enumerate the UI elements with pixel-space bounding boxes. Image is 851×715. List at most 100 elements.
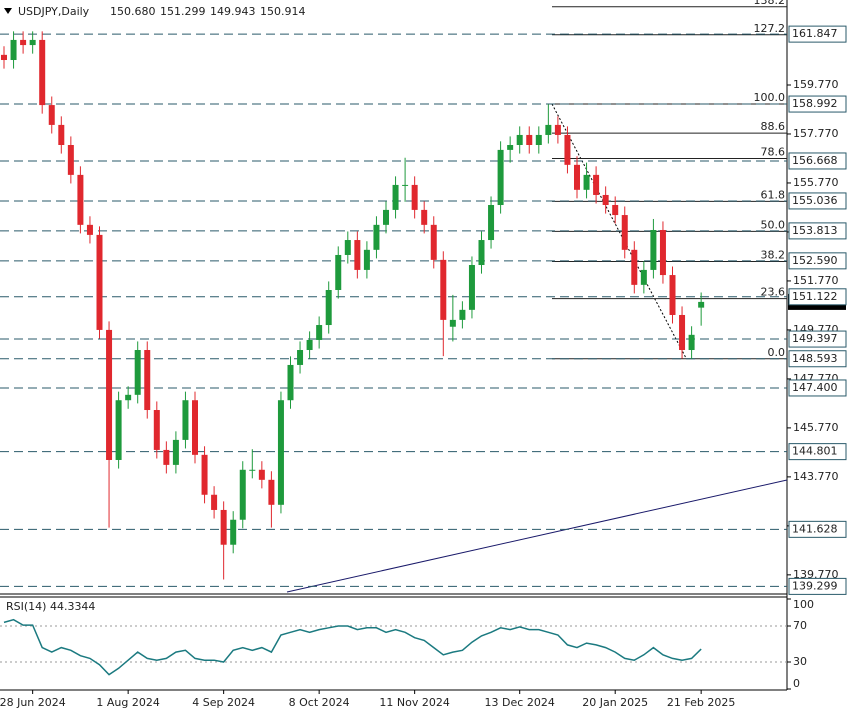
fib-label: 38.2 [761,248,786,261]
candle-body [268,479,275,505]
fib-label: 78.6 [761,146,786,159]
candle-body [325,289,332,326]
level-label-box [788,95,847,113]
low-quote: 149.943 [210,5,256,18]
candle-body [316,325,323,340]
level-label: 148.593 [792,352,838,365]
level-label-box [788,152,847,170]
fib-label: 61.8 [761,188,786,201]
candle-body [612,205,619,216]
menu-arrow [4,8,12,14]
candle-body [134,350,141,395]
level-label: 147.400 [792,381,838,394]
candle-body [574,164,580,190]
candle-body [249,469,256,471]
candle-body [29,39,36,46]
candle-body [430,224,437,260]
candle-body [583,174,590,190]
y-tick-label: 157.770 [793,127,839,140]
y-tick-label: 155.770 [793,176,839,189]
level-label: 144.801 [792,445,838,458]
candle-body [554,124,561,135]
candle-body [650,229,657,270]
y-tick-label: 0 [793,677,800,690]
x-tick-label: 11 Nov 2024 [379,696,449,709]
candle-body [449,319,456,327]
candle-body [526,134,533,145]
level-label: 155.036 [792,194,838,207]
candle-body [125,394,132,401]
x-tick-label: 20 Jan 2025 [582,696,648,709]
candle-body [545,124,552,135]
x-tick-label: 28 Jun 2024 [0,696,66,709]
candle-body [564,134,571,165]
candle-body [153,410,160,450]
candle-body [392,184,399,210]
candle-body [1,54,7,61]
rsi-title: RSI(14) 44.3344 [6,600,95,613]
symbol: USDJPY,Daily [18,5,90,18]
candle-body [335,254,342,290]
level-label-box [788,577,847,595]
candle-body [698,301,705,308]
candle-body [86,224,93,235]
level-label-box [788,192,847,210]
candle-body [640,269,647,285]
candle-body [440,259,447,320]
y-tick-label: 30 [793,655,807,668]
candle-body [211,494,218,510]
candle-body [115,400,122,460]
fib-label: 100.0 [754,91,786,104]
candle-body [459,309,466,320]
level-label-box [788,25,847,43]
y-tick-label: 159.770 [793,78,839,91]
candle-body [77,174,84,225]
trend-line [286,479,788,593]
candle-body [421,209,428,225]
candle-body [172,439,179,465]
candle-body [220,509,227,545]
y-tick-label: 143.770 [793,470,839,483]
candle-body [516,134,523,145]
candle-body [631,249,638,285]
candle-body [468,265,475,310]
candle-body [354,240,361,270]
close-quote: 150.914 [260,5,306,18]
candle-body [201,454,208,495]
candle-body [163,449,170,465]
open-quote: 150.680 [110,5,156,18]
fib-label: 127.2 [754,22,786,35]
candle-body [277,400,284,505]
candle-body [373,224,380,250]
y-tick-label: 145.770 [793,421,839,434]
high-quote: 151.299 [160,5,206,18]
y-tick-label: 139.770 [793,568,839,581]
x-tick-label: 4 Sep 2024 [192,696,255,709]
x-tick-label: 1 Aug 2024 [96,696,159,709]
candle-body [96,234,103,330]
candle-body [182,400,189,440]
candle-body [507,144,514,150]
level-label-box [788,350,847,368]
fib-label: 138.2 [754,0,786,7]
level-label: 149.397 [792,332,838,345]
y-tick-label: 151.770 [793,274,839,287]
candle-body [478,240,485,266]
level-label: 158.992 [792,97,838,110]
candle-body [679,314,686,351]
candle-body [306,339,313,351]
level-label: 153.813 [792,224,838,237]
fib-label: 88.6 [761,120,786,133]
y-tick-label: 100 [793,598,814,611]
candle-body [602,194,609,206]
level-label-box [788,443,847,461]
level-label: 152.590 [792,254,838,267]
rsi-line [3,618,702,676]
level-label-box [788,379,847,397]
candle-body [383,209,389,225]
level-label-box [788,252,847,270]
candle-body [10,39,17,61]
candle-body [144,350,151,411]
fib-label: 50.0 [761,218,786,231]
